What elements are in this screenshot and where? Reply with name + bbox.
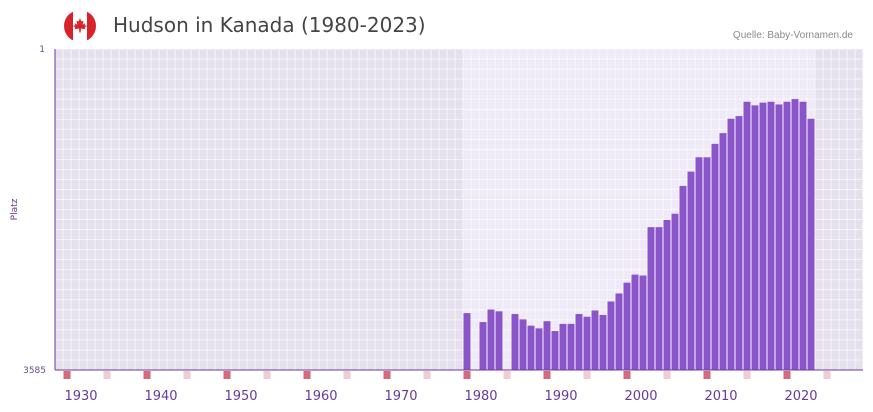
bar-2001 (647, 227, 655, 370)
y-tick-label-top: 1 (39, 45, 45, 55)
bar-1982 (495, 311, 503, 370)
bar-1991 (567, 323, 575, 370)
x-tick-label-1950: 1950 (224, 389, 257, 404)
bar-1980 (479, 322, 487, 370)
bar-2003 (663, 219, 671, 370)
bar-1996 (607, 301, 615, 370)
timeline-marker-1983 (503, 371, 511, 379)
bar-1985 (519, 319, 527, 370)
timeline-marker-1943 (183, 371, 191, 379)
x-tick-label-1940: 1940 (144, 389, 177, 404)
bar-2015 (759, 102, 767, 370)
timeline-marker-1968 (383, 371, 391, 379)
timeline-marker-2013 (743, 371, 751, 379)
bar-1997 (615, 293, 623, 370)
timeline-marker-1953 (263, 371, 271, 379)
timeline-marker-1958 (303, 371, 311, 379)
timeline-marker-1963 (343, 371, 351, 379)
bar-2005 (679, 185, 687, 370)
y-axis-label: Platz (10, 198, 20, 220)
x-tick-label-1970: 1970 (384, 389, 417, 404)
bar-2009 (711, 143, 719, 370)
timeline-marker-1938 (143, 371, 151, 379)
bar-2013 (743, 101, 751, 370)
bar-1989 (551, 331, 559, 370)
chart-title: Hudson in Kanada (1980-2023) (113, 13, 426, 37)
canada-flag-icon (64, 10, 96, 42)
timeline-marker-2023 (823, 371, 831, 379)
bar-2020 (799, 101, 807, 370)
bar-1994 (591, 310, 599, 370)
bar-1986 (527, 325, 535, 370)
timeline-marker-1993 (583, 371, 591, 379)
timeline-marker-1973 (423, 371, 431, 379)
timeline-marker-2003 (663, 371, 671, 379)
bar-2008 (703, 157, 711, 370)
timeline-marker-2018 (783, 371, 791, 379)
bar-1978 (463, 313, 471, 370)
bar-2006 (687, 171, 695, 370)
x-tick-label-2020: 2020 (784, 389, 817, 404)
y-tick-label-bottom: 3585 (23, 366, 46, 376)
timeline-marker-1998 (623, 371, 631, 379)
bar-2010 (719, 133, 727, 370)
bar-2011 (727, 118, 735, 370)
bar-1993 (583, 316, 591, 370)
x-tick-label-2010: 2010 (704, 389, 737, 404)
bar-2017 (775, 104, 783, 371)
bar-1984 (511, 314, 519, 370)
bar-1988 (543, 321, 551, 370)
x-tick-label-1990: 1990 (544, 389, 577, 404)
bar-2016 (767, 101, 775, 370)
bar-2000 (639, 275, 647, 370)
bar-2019 (791, 99, 799, 371)
x-tick-label-1960: 1960 (304, 389, 337, 404)
x-tick-label-1930: 1930 (64, 389, 97, 404)
timeline-marker-1978 (463, 371, 471, 379)
bar-2004 (671, 213, 679, 370)
source-link[interactable]: Quelle: Baby-Vornamen.de (732, 30, 853, 41)
bar-1995 (599, 314, 607, 370)
bar-1987 (535, 328, 543, 370)
bar-1999 (631, 274, 639, 370)
bar-2014 (751, 105, 759, 371)
timeline-marker-1933 (103, 371, 111, 379)
x-tick-label-2000: 2000 (624, 389, 657, 404)
bar-2018 (783, 101, 791, 370)
timeline-marker-1928 (63, 371, 71, 379)
bar-1990 (559, 323, 567, 370)
timeline-marker-1988 (543, 371, 551, 379)
bar-1998 (623, 282, 631, 370)
bar-2012 (735, 116, 743, 370)
timeline-marker-1948 (223, 371, 231, 379)
x-tick-label-1980: 1980 (464, 389, 497, 404)
timeline-marker-2008 (703, 371, 711, 379)
bar-1992 (575, 314, 583, 370)
bar-1981 (487, 309, 495, 370)
bar-2002 (655, 227, 663, 370)
bar-2007 (695, 157, 703, 370)
bar-2021 (807, 118, 815, 370)
